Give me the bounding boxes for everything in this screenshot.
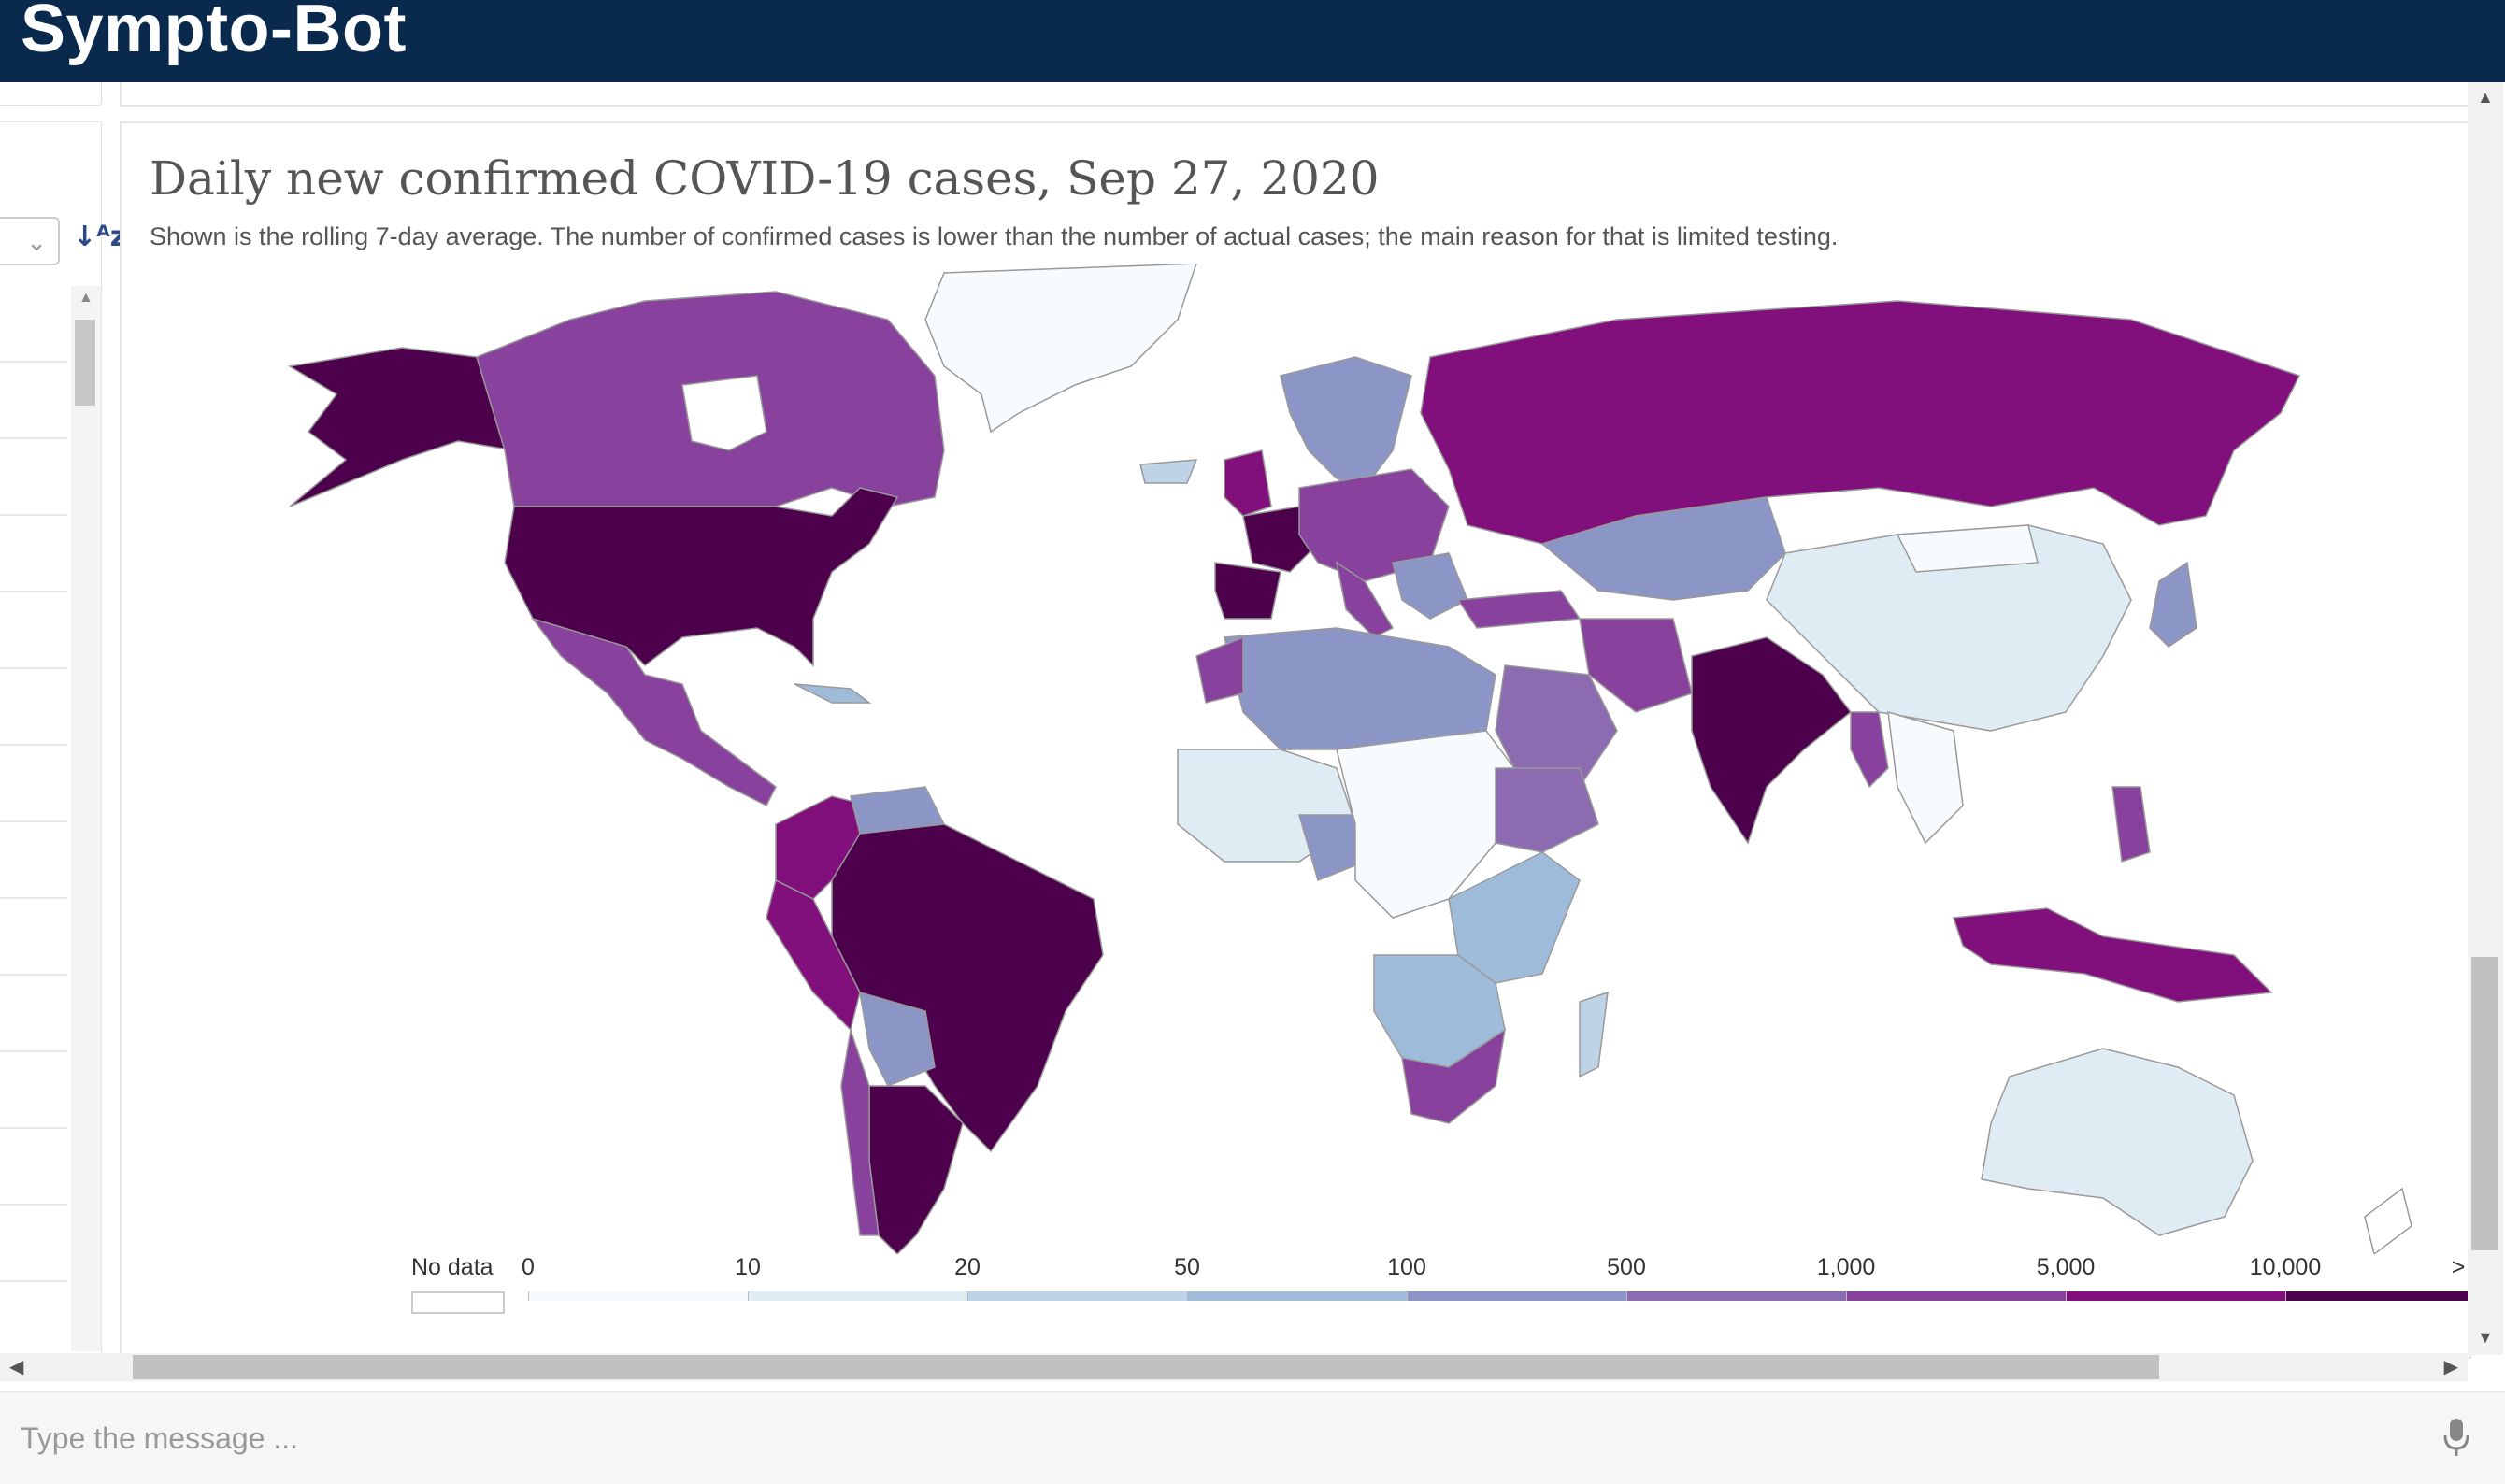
horizontal-scroll-thumb[interactable] [133, 1355, 2159, 1379]
legend-tick-label: 5,000 [2036, 1254, 2096, 1280]
list-item[interactable] [0, 1052, 67, 1129]
map-region-indonesia [1952, 907, 2273, 1003]
legend-color-bin[interactable] [1407, 1291, 1627, 1301]
legend-no-data-swatch[interactable] [411, 1291, 505, 1314]
map-region-india [1691, 636, 1853, 845]
legend-no-data-label: No data [411, 1254, 494, 1280]
map-region-kazakhstan [1540, 496, 1786, 601]
chart-legend: No data 0 10 20 50 100 500 1,000 5,000 10,000 > [122, 1254, 2469, 1357]
legend-color-bin[interactable] [2066, 1291, 2286, 1301]
map-region-alaska [287, 347, 516, 507]
chat-area: ⌄ ↓ᴬz ▲ Daily new confirmed COVID-19 cas… [0, 82, 2505, 1391]
message-input[interactable] [0, 1392, 2453, 1484]
list-item[interactable] [0, 669, 67, 746]
message-bar [0, 1391, 2505, 1484]
map-region-mexico [531, 617, 777, 807]
map-region-turkey [1456, 590, 1582, 629]
map-region-chile [840, 1029, 880, 1236]
map-region-balkans [1392, 552, 1468, 620]
app-title: Sympto-Bot [21, 0, 407, 66]
map-region-china [1766, 524, 2132, 732]
sort-alpha-icon[interactable]: ↓ᴬz [73, 221, 127, 253]
left-panel: ⌄ ↓ᴬz ▲ [0, 82, 126, 1359]
list-item[interactable] [0, 899, 67, 976]
map-region-mongolia [1896, 524, 2039, 573]
entity-list [0, 286, 69, 1359]
chart-title: Daily new confirmed COVID-19 cases, Sep … [150, 151, 1380, 206]
map-region-myanmar [1850, 711, 1889, 789]
list-item[interactable] [0, 286, 67, 363]
list-item[interactable] [0, 976, 67, 1052]
map-region-philippines [2111, 786, 2151, 863]
scroll-up-icon[interactable]: ▲ [2477, 88, 2494, 107]
map-region-morocco [1195, 635, 1244, 704]
legend-color-bin[interactable] [2285, 1291, 2469, 1301]
legend-tick-label: 500 [1607, 1254, 1646, 1280]
list-item[interactable] [0, 822, 67, 899]
legend-color-bin[interactable] [748, 1291, 968, 1301]
legend-tick-label: 10 [735, 1254, 761, 1280]
map-region-greenland [924, 264, 1197, 434]
map-region-scandinavia [1280, 356, 1412, 489]
map-region-italy [1335, 561, 1395, 638]
chevron-down-icon: ⌄ [26, 228, 47, 256]
vertical-scroll-thumb[interactable] [2471, 957, 2498, 1250]
legend-color-bin[interactable] [1626, 1291, 1847, 1301]
card-top-edge [120, 82, 2471, 107]
legend-tick-label: 20 [954, 1254, 981, 1280]
chart-subtitle: Shown is the rolling 7-day average. The … [150, 222, 1839, 250]
legend-tick-label: > [2451, 1254, 2466, 1280]
map-region-russia [1420, 300, 2301, 545]
entity-select[interactable]: ⌄ [0, 217, 60, 265]
scroll-left-icon[interactable]: ◀ [9, 1357, 24, 1377]
map-region-ethiopia [1495, 767, 1599, 853]
horizontal-scrollbar[interactable]: ◀ ▶ [0, 1353, 2468, 1381]
list-item[interactable] [0, 746, 67, 822]
app-header: Sympto-Bot [0, 0, 2505, 82]
list-item[interactable] [0, 439, 67, 516]
map-region-hudson-bay [681, 375, 767, 451]
list-item[interactable] [0, 592, 67, 669]
map-region-iran [1579, 618, 1693, 713]
legend-color-bin[interactable] [1187, 1291, 1408, 1301]
scroll-up-icon[interactable]: ▲ [79, 290, 93, 306]
legend-tick-label: 50 [1174, 1254, 1200, 1280]
world-map[interactable] [122, 264, 2469, 1254]
list-item[interactable] [0, 1282, 67, 1359]
scroll-thumb[interactable] [75, 320, 95, 406]
legend-tick-label: 100 [1387, 1254, 1426, 1280]
map-region-bolivia [859, 991, 936, 1087]
map-region-australia [1981, 1048, 2254, 1236]
map-region-spain [1214, 562, 1281, 620]
map-region-iceland [1139, 459, 1198, 484]
vertical-scrollbar[interactable]: ▲ ▼ [2468, 82, 2503, 1355]
entity-list-scrollbar[interactable]: ▲ [71, 286, 101, 1351]
map-region-north-africa [1224, 627, 1496, 750]
legend-tick-label: 1,000 [1816, 1254, 1876, 1280]
map-region-japan [2149, 561, 2197, 648]
scroll-down-icon[interactable]: ▼ [2477, 1328, 2494, 1347]
list-item[interactable] [0, 516, 67, 592]
map-region-peru [766, 878, 861, 1032]
map-region-argentina [868, 1085, 964, 1254]
microphone-icon[interactable] [2438, 1415, 2475, 1460]
map-region-new-zealand [2364, 1187, 2412, 1254]
legend-color-bin[interactable] [967, 1291, 1188, 1301]
map-region-madagascar [1579, 991, 1609, 1078]
chart-card: Daily new confirmed COVID-19 cases, Sep … [120, 121, 2471, 1359]
scroll-right-icon[interactable]: ▶ [2443, 1357, 2458, 1377]
legend-tick-label: 0 [522, 1254, 535, 1280]
map-region-south-africa [1401, 1028, 1507, 1124]
list-item[interactable] [0, 1129, 67, 1206]
legend-color-bin[interactable] [1846, 1291, 2067, 1301]
map-region-cuba [794, 683, 872, 704]
list-item[interactable] [0, 1206, 67, 1282]
legend-color-bin[interactable] [528, 1291, 749, 1301]
list-item[interactable] [0, 363, 67, 439]
map-region-uk [1224, 449, 1272, 517]
map-region-indochina [1887, 710, 1964, 845]
map-region-brazil [831, 823, 1104, 1153]
legend-tick-label: 10,000 [2249, 1254, 2322, 1280]
left-panel-top-box [0, 82, 102, 106]
